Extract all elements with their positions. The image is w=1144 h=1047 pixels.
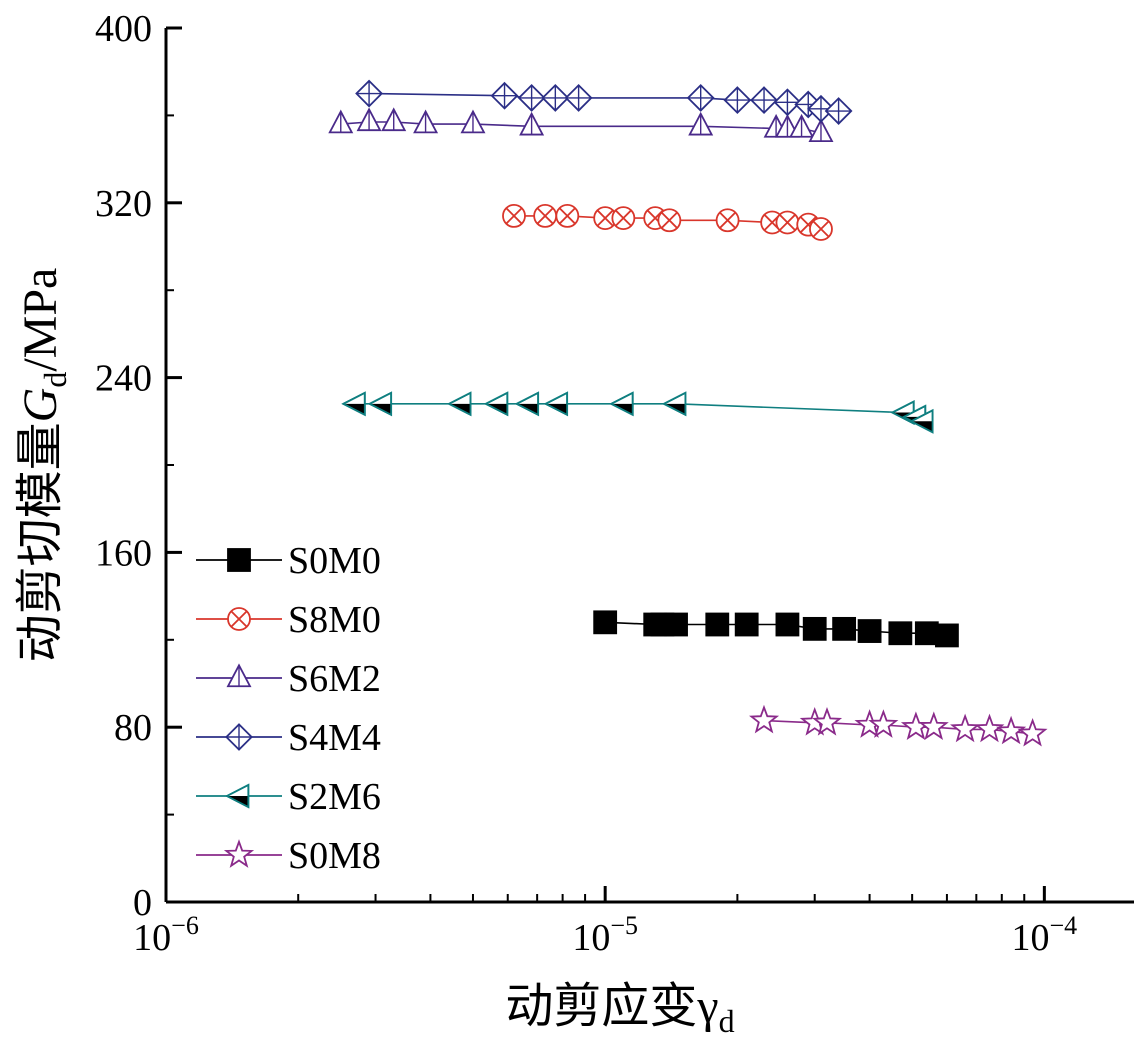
y-tick-label: 80 — [114, 707, 152, 749]
data-point — [688, 111, 714, 136]
legend-item-s6m2: S6M2 — [196, 658, 381, 700]
data-point — [950, 713, 981, 743]
data-point — [832, 616, 857, 641]
data-point — [460, 109, 486, 134]
data-point — [868, 709, 899, 738]
x-tick-label: 10−4 — [1012, 911, 1078, 959]
data-point — [809, 217, 833, 241]
data-point — [519, 111, 545, 136]
data-point — [502, 204, 526, 228]
data-point — [413, 109, 439, 134]
data-point — [888, 621, 913, 646]
legend-item-s0m0: S0M0 — [196, 540, 381, 582]
legend-item-s0m8: S0M8 — [196, 835, 381, 877]
data-point — [483, 391, 509, 417]
data-point — [517, 83, 546, 112]
legend-marker — [226, 663, 252, 688]
legend-marker — [227, 607, 251, 631]
x-axis-title: 动剪应变γd — [505, 980, 734, 1039]
legend-label: S4M4 — [288, 717, 381, 759]
data-point — [355, 79, 383, 108]
legend-marker — [223, 839, 255, 868]
data-point — [918, 711, 949, 741]
data-point — [686, 83, 715, 112]
legend-marker — [225, 723, 253, 751]
series-s2m6 — [341, 391, 934, 434]
legend-marker — [224, 783, 250, 809]
legend-label: S0M8 — [288, 835, 381, 877]
x-tick-label: 10−6 — [133, 911, 199, 959]
data-point — [611, 206, 636, 230]
data-point — [802, 616, 827, 641]
data-point — [734, 612, 759, 637]
data-point — [974, 713, 1005, 743]
data-point — [789, 113, 815, 138]
data-point — [367, 391, 393, 417]
data-point — [609, 391, 634, 417]
y-tick-label: 240 — [95, 358, 152, 400]
data-point — [328, 109, 354, 134]
y-axis-title: 动剪切模量Gd/MPa — [14, 268, 73, 663]
data-point — [914, 621, 939, 646]
legend-label: S6M2 — [288, 658, 381, 700]
series-s4m4 — [355, 79, 853, 125]
data-point — [1017, 718, 1048, 747]
y-tick-label: 400 — [95, 8, 152, 50]
data-point — [750, 86, 778, 115]
legend-label: S8M0 — [288, 599, 381, 641]
x-tick-label: 10−5 — [572, 911, 638, 959]
legend-item-s4m4: S4M4 — [196, 717, 381, 759]
y-tick-label: 160 — [95, 532, 152, 574]
data-point — [356, 107, 382, 132]
y-tick-label: 320 — [95, 183, 152, 225]
data-point — [381, 107, 407, 132]
data-point — [555, 204, 580, 228]
x-ticks: 10−6 10−5 10−4 — [133, 886, 1077, 959]
data-point — [543, 391, 569, 417]
data-point — [715, 208, 740, 233]
data-point — [657, 208, 682, 233]
y-tick-label: 0 — [133, 882, 152, 924]
data-point — [935, 623, 959, 648]
data-point — [664, 612, 688, 637]
legend-item-s8m0: S8M0 — [196, 599, 381, 641]
legend-item-s2m6: S2M6 — [196, 776, 381, 818]
data-point — [541, 83, 570, 112]
series-line — [340, 121, 822, 134]
data-point — [857, 619, 882, 643]
data-point — [564, 83, 593, 112]
data-point — [812, 707, 843, 736]
series-s0m0 — [593, 610, 959, 648]
data-point — [341, 391, 366, 417]
data-point — [661, 391, 687, 417]
data-point — [593, 610, 618, 635]
data-point — [705, 612, 730, 637]
data-point — [824, 97, 853, 125]
data-point — [490, 81, 519, 110]
axes — [164, 28, 1134, 904]
data-point — [749, 704, 780, 734]
data-point — [533, 204, 558, 228]
legend-label: S2M6 — [288, 776, 381, 818]
data-point — [775, 612, 800, 637]
data-point — [514, 391, 540, 417]
data-point — [593, 206, 618, 230]
y-ticks: 0 80 160 240 320 400 — [95, 8, 182, 924]
data-point — [773, 88, 802, 117]
series-line — [355, 403, 924, 422]
series-s0m8 — [749, 704, 1048, 747]
legend: S0M0 S8M0 S6M2 S4M4 S2M6 S0M8 — [196, 540, 381, 877]
data-point — [909, 408, 934, 434]
legend-marker — [227, 548, 251, 572]
series-s6m2 — [328, 107, 834, 143]
legend-label: S0M0 — [288, 540, 381, 582]
data-point — [775, 210, 800, 235]
series-layer — [328, 79, 1048, 747]
data-point — [808, 118, 834, 143]
data-point — [996, 715, 1027, 745]
data-point — [447, 391, 472, 417]
data-point — [723, 86, 752, 115]
series-s8m0 — [502, 204, 833, 241]
